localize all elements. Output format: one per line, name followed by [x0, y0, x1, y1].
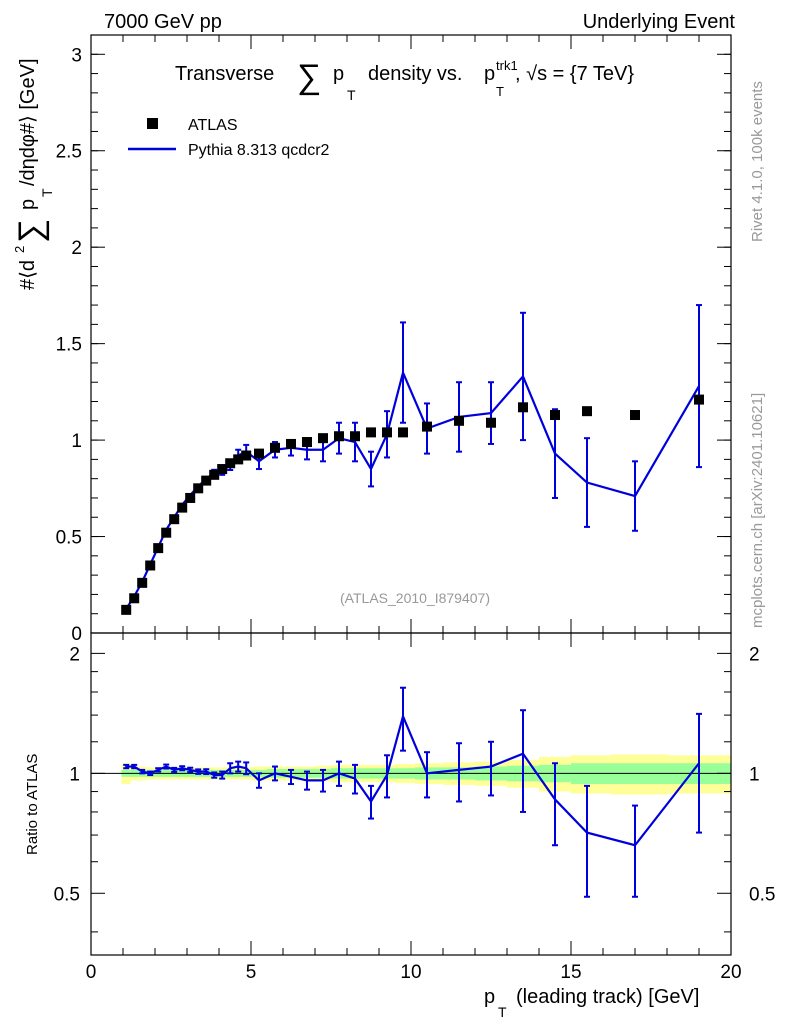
atlas-data-point [422, 421, 432, 432]
title-pt-sub: T [347, 87, 356, 103]
title-pt2-p: p [484, 63, 495, 85]
ratio-y-tick-label-right: 2 [749, 644, 760, 665]
ylabel-part-a: #⟨d [17, 260, 39, 290]
title-part-b: density vs. [368, 63, 462, 85]
atlas-data-point [382, 427, 392, 438]
atlas-data-point [177, 502, 188, 513]
legend: ATLAS Pythia 8.313 qcdcr2 [128, 117, 330, 159]
atlas-data-point [350, 431, 360, 442]
main-y-tick-label: 2 [71, 238, 82, 259]
x-tick-label: 5 [246, 962, 257, 983]
atlas-data-point [193, 483, 204, 494]
title-part-a: Transverse [175, 63, 274, 85]
ylabel-sum: ∑ [12, 219, 50, 243]
title-part-c: , √s = {7 TeV} [515, 63, 634, 85]
x-tick-label: 0 [86, 962, 97, 983]
legend-atlas-marker [147, 118, 158, 129]
x-axis-label: p T (leading track) [GeV] [484, 986, 699, 1020]
title-pt2-sub: T [496, 84, 504, 99]
atlas-data-point [169, 514, 180, 525]
atlas-data-point [129, 593, 140, 604]
header-right: Underlying Event [583, 11, 736, 33]
atlas-data-point [209, 469, 220, 480]
header-left: 7000 GeV pp [104, 11, 222, 33]
main-y-tick-label: 0.5 [56, 528, 82, 549]
atlas-data-point [334, 431, 344, 442]
atlas-data-point [582, 406, 592, 417]
ylabel-p: p [17, 199, 39, 210]
ratio-plot-data [123, 686, 702, 898]
atlas-data-point [153, 543, 164, 554]
atlas-data-point [486, 417, 496, 428]
atlas-data-point [161, 527, 172, 538]
ratio-y-tick-label-right: 0.5 [749, 884, 775, 905]
atlas-data-point [225, 458, 236, 469]
atlas-data-point [286, 438, 296, 449]
axis-ticks [90, 35, 732, 955]
axis-tick-labels: 0 0.5 1 1.5 2 2.5 3 0 5 10 15 20 0.5 0.5 1 1 2 2 [54, 45, 776, 983]
x-tick-label: 20 [720, 962, 741, 983]
legend-atlas-label: ATLAS [188, 117, 238, 134]
main-y-axis-label: #⟨d 2 ∑ p T /dηdφ#⟩ [GeV] [12, 58, 55, 290]
atlas-data-point [318, 433, 328, 444]
atlas-data-point [630, 410, 640, 421]
atlas-data-point [550, 410, 560, 421]
atlas-data-point [145, 560, 156, 571]
main-plot-frame [90, 34, 732, 634]
atlas-data-point [270, 442, 280, 453]
plot-title: Transverse ∑ p T density vs. p trk1 T , … [175, 58, 634, 103]
x-tick-label: 15 [560, 962, 581, 983]
title-sum-symbol: ∑ [297, 58, 321, 96]
atlas-data-point [201, 475, 212, 486]
atlas-data-point [454, 415, 464, 426]
main-y-tick-label: 2.5 [56, 142, 82, 163]
main-y-tick-label: 3 [71, 45, 82, 66]
atlas-data-point [302, 437, 312, 448]
atlas-data-point [217, 464, 228, 475]
title-trk-sup: trk1 [496, 58, 518, 73]
main-plot-data [121, 304, 704, 615]
atlas-data-point [366, 427, 376, 438]
xlabel-rest: (leading track) [GeV] [516, 986, 699, 1008]
xlabel-t: T [498, 1004, 507, 1020]
ratio-y-axis-label: Ratio to ATLAS [24, 754, 41, 855]
main-y-tick-label: 0 [71, 624, 82, 645]
atlas-data-point [121, 604, 132, 615]
atlas-data-point [694, 394, 704, 405]
ylabel-t: T [39, 188, 55, 197]
rivet-label: Rivet 4.1.0, 100k events [749, 81, 766, 242]
atlas-data-point [398, 427, 408, 438]
ratio-y-tick-label-right: 1 [749, 764, 760, 785]
x-tick-label: 10 [400, 962, 421, 983]
atlas-data-point [137, 577, 148, 588]
atlas-data-point [185, 492, 196, 503]
ratio-y-tick-label: 1 [69, 764, 80, 785]
xlabel-p: p [484, 986, 495, 1008]
ratio-y-tick-label: 0.5 [54, 884, 80, 905]
analysis-watermark: (ATLAS_2010_I879407) [340, 590, 490, 606]
pythia-series-line [125, 369, 700, 610]
legend-pythia-label: Pythia 8.313 qcdcr2 [188, 142, 330, 159]
main-y-tick-label: 1 [71, 431, 82, 452]
atlas-data-point [233, 454, 244, 465]
ylabel-part-b: /dηdφ#⟩ [GeV] [17, 58, 39, 186]
title-pt-p: p [333, 63, 344, 85]
atlas-data-point [254, 448, 264, 459]
mcplots-label: mcplots.cern.ch [arXiv:2401.10621] [749, 393, 766, 628]
atlas-data-point [241, 450, 252, 461]
ratio-series-line [126, 712, 700, 847]
ylabel-square: 2 [12, 246, 27, 253]
atlas-data-point [518, 402, 528, 413]
main-y-tick-label: 1.5 [56, 335, 82, 356]
ratio-y-tick-label: 2 [69, 644, 80, 665]
